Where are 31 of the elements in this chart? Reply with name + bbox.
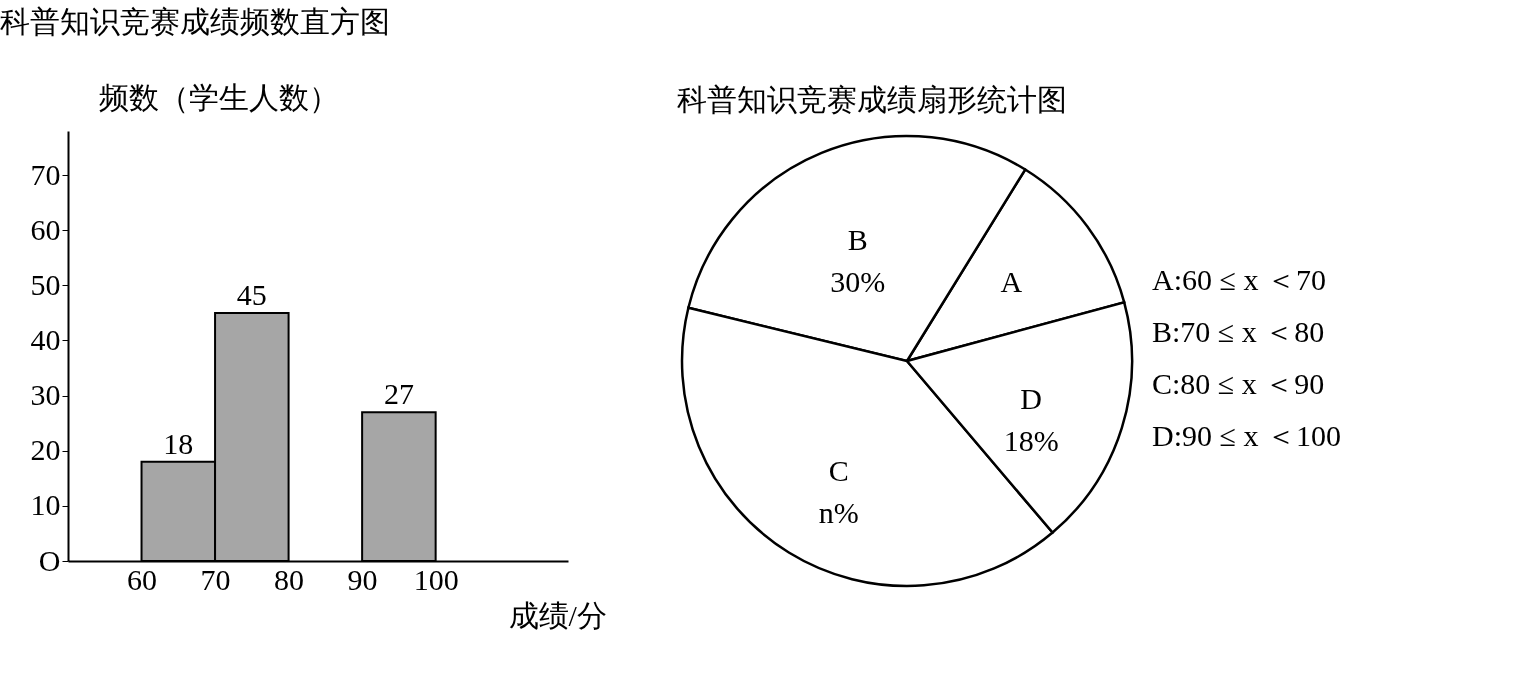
y-tick-label: 60	[30, 212, 61, 246]
x-axis-title: 成绩/分	[508, 598, 607, 632]
text: D:90 ≤ x ＜100	[1152, 419, 1341, 452]
y-tick-label: 50	[30, 267, 61, 301]
data-label: 45	[236, 277, 267, 311]
text: B:70 ≤ x ＜80	[1152, 315, 1325, 348]
y-axis-title: 频数（学生人数）	[98, 80, 339, 114]
data-label: 18	[163, 426, 194, 460]
x-tick-label: 60	[127, 562, 158, 596]
y-tick-label: 20	[30, 433, 61, 467]
y-tick-label: 10	[30, 488, 61, 522]
slice-label: A	[1000, 265, 1023, 299]
y-tick-label: 40	[30, 322, 61, 356]
x-tick-label: 70	[200, 562, 231, 596]
x-tick-label: 80	[274, 562, 305, 596]
chart-title: 科普知识竞赛成绩扇形统计图	[677, 83, 1067, 116]
slice-label: C	[828, 453, 849, 487]
data-label: n%	[818, 495, 859, 529]
y-tick-label: 30	[30, 378, 61, 412]
chart-title: 科普知识竞赛成绩频数直方图	[0, 5, 390, 38]
data-label: 18%	[1003, 423, 1059, 457]
text: C:80 ≤ x ＜90	[1152, 367, 1325, 400]
slice-label: B	[847, 222, 868, 256]
y-tick-label: O	[38, 543, 61, 577]
y-tick-label: 70	[30, 157, 61, 191]
text: A:60 ≤ x ＜70	[1152, 263, 1326, 296]
x-tick-label: 90	[347, 562, 378, 596]
slice-label: D	[1020, 381, 1042, 415]
data-label: 30%	[830, 264, 886, 298]
x-tick-label: 100	[413, 562, 459, 596]
data-label: 27	[383, 377, 414, 411]
